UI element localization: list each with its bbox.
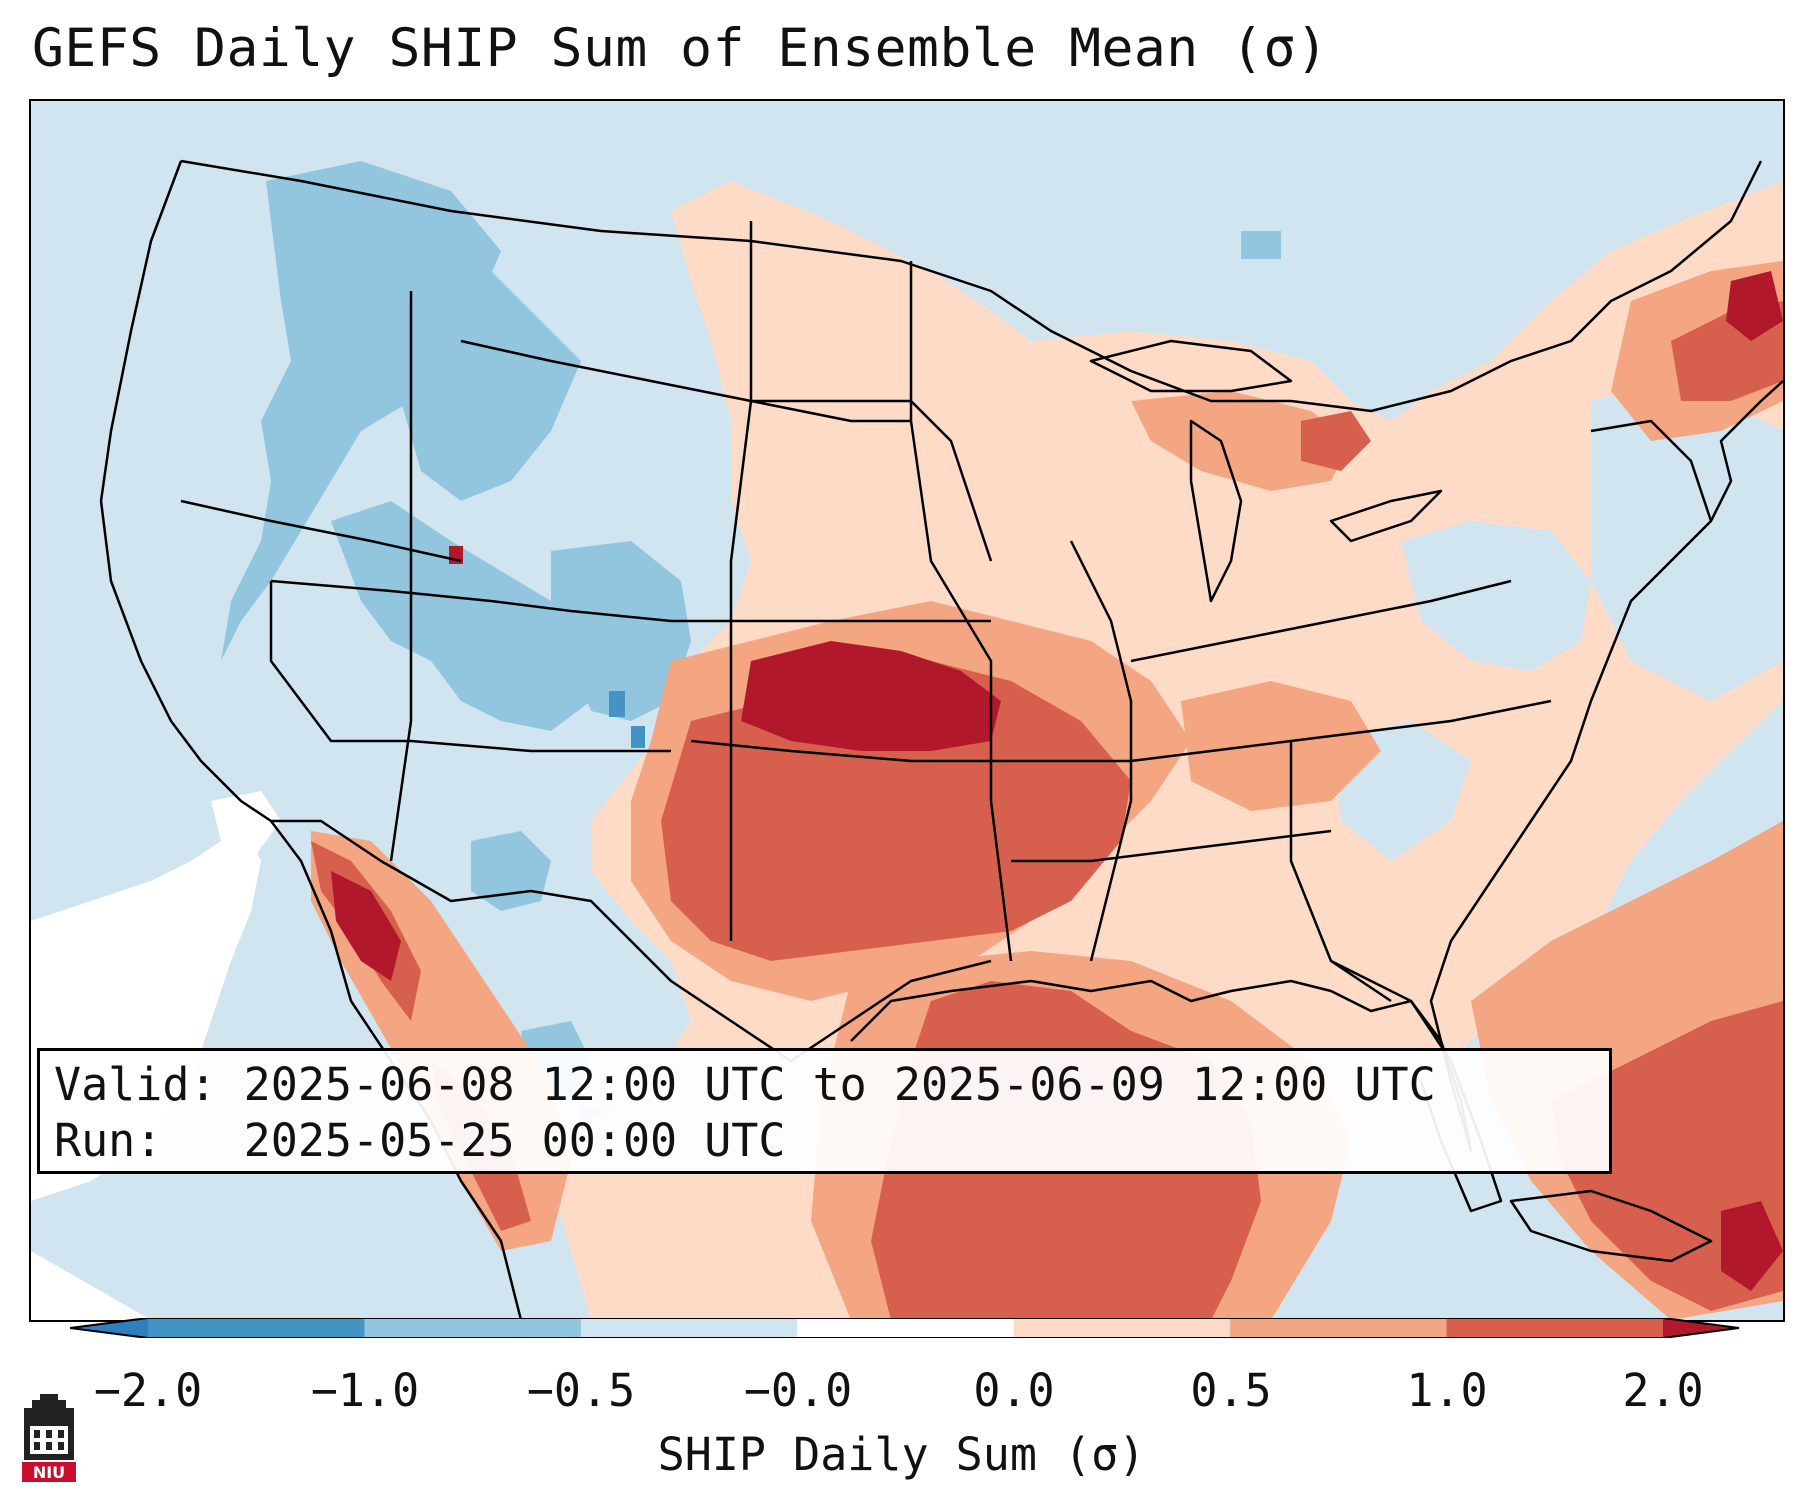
mid-states-line [270, 579, 991, 623]
colorbar-tick-label: −2.0 [93, 1364, 203, 1417]
blue-lake-superior-patch [1241, 231, 1281, 259]
dark-blue-colorado-cell [609, 691, 625, 717]
colorbar-segment [580, 1318, 798, 1338]
light-blue-quebec-pocket [1271, 141, 1451, 321]
southern-tier-line [1011, 829, 1332, 863]
lake-michigan-outline [1189, 419, 1243, 603]
colorbar-tick-label: 0.5 [1190, 1364, 1272, 1417]
lake-erie-outline [1329, 489, 1443, 543]
gulf-coast [850, 979, 1473, 1152]
red-great-lakes-core [1301, 411, 1371, 471]
colorbar-tick-label: 2.0 [1622, 1364, 1704, 1417]
us-canada-border [180, 159, 1763, 413]
niu-logo-text: NIU [33, 1463, 65, 1482]
eastern-meridian [909, 261, 1013, 962]
colorbar-extend-low [70, 1318, 148, 1338]
blue-great-basin-region [331, 501, 611, 731]
niu-logo: NIU [22, 1394, 76, 1482]
western-meridian [389, 291, 413, 862]
ohio-line [1130, 579, 1512, 663]
atlantic-coast [1429, 380, 1783, 1152]
northwest-line [180, 499, 462, 563]
colorbar-segment [148, 1318, 365, 1338]
colorbar-tick-label: 0.0 [973, 1364, 1055, 1417]
lake-superior-outline [1089, 339, 1293, 393]
colorbar-outline [70, 1318, 1740, 1338]
dark-red-northeast-core [1726, 271, 1783, 341]
colorbar-segment [1446, 1318, 1664, 1338]
rockies-divider [460, 339, 911, 423]
run-time-line: Run: 2025-05-25 00:00 UTC [54, 1114, 786, 1167]
light-blue-atlantic-pocket [1591, 381, 1783, 701]
colorbar [70, 1318, 1740, 1338]
colorbar-tick-label: −0.5 [526, 1364, 636, 1417]
great-basin-line [269, 581, 671, 753]
colorbar-segment [364, 1318, 582, 1338]
oklahoma-north-line [690, 699, 1552, 763]
appalachian-line [1289, 741, 1392, 1003]
cuba-outline [1509, 1189, 1713, 1263]
dakota-line [751, 399, 993, 562]
pacific-blank-corner [31, 1251, 151, 1320]
dark-red-kansas-core [741, 641, 1001, 751]
dark-red-caribbean-core [1721, 1201, 1783, 1291]
new-england-line [1590, 419, 1713, 522]
florida-panhandle-line [1330, 959, 1412, 1003]
us-mexico-border [271, 819, 992, 1063]
colorbar-tick-label: −0.0 [743, 1364, 853, 1417]
colorbar-tick-label: 1.0 [1406, 1364, 1488, 1417]
colorbar-label: SHIP Daily Sum (σ) [657, 1428, 1146, 1481]
central-meridian [729, 221, 753, 941]
niu-logo-badge [22, 1462, 76, 1482]
colorbar-segment [1013, 1318, 1231, 1338]
dark-blue-colorado-cell-2 [631, 726, 645, 748]
blue-idaho-region [381, 211, 581, 501]
colorbar-segment [1230, 1318, 1448, 1338]
blue-colorado-region [551, 541, 691, 721]
boundary-lines [99, 159, 1783, 1320]
colorbar-extend-high [1663, 1318, 1739, 1338]
colorbar-segment [797, 1318, 1015, 1338]
colorbar-tick-label: −1.0 [310, 1364, 420, 1417]
salmon-great-lakes [1131, 391, 1351, 491]
mississippi-line [1069, 540, 1133, 962]
chart-title: GEFS Daily SHIP Sum of Ensemble Mean (σ) [32, 18, 1329, 79]
dark-red-baja-core [331, 871, 401, 981]
valid-time-line: Valid: 2025-06-08 12:00 UTC to 2025-06-0… [54, 1058, 1436, 1111]
valid-run-info-box: Valid: 2025-06-08 12:00 UTC to 2025-06-0… [37, 1048, 1612, 1174]
light-blue-northeast-pocket [1401, 521, 1591, 671]
salmon-ohio-valley [1181, 681, 1381, 811]
pacific-neutral-patch [211, 791, 281, 861]
